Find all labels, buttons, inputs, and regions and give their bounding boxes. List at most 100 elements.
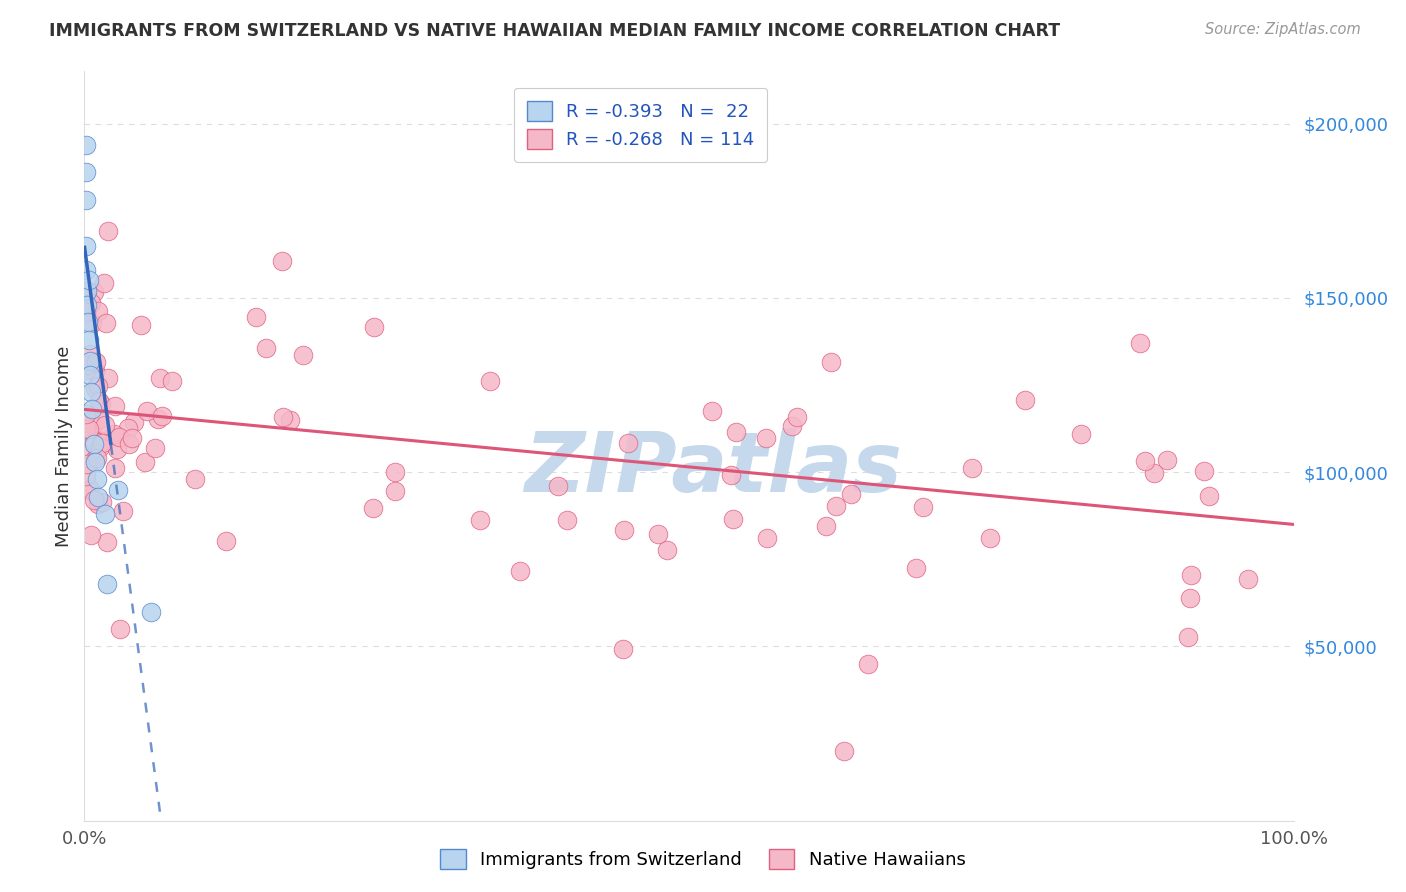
Point <box>75 469 97 483</box>
Point <box>76 298 98 312</box>
Point <box>91 436 114 450</box>
Point <box>1177 630 1199 644</box>
Point <box>363 320 385 334</box>
Point <box>75 286 97 301</box>
Text: IMMIGRANTS FROM SWITZERLAND VS NATIVE HAWAIIAN MEDIAN FAMILY INCOME CORRELATION : IMMIGRANTS FROM SWITZERLAND VS NATIVE HA… <box>49 22 1060 40</box>
Point <box>75 446 97 460</box>
Point <box>91 494 114 508</box>
Point <box>84 451 107 466</box>
Point <box>1129 336 1152 351</box>
Legend: R = -0.393   N =  22, R = -0.268   N = 114: R = -0.393 N = 22, R = -0.268 N = 114 <box>515 88 768 162</box>
Point <box>83 493 105 508</box>
Point <box>509 565 531 579</box>
Point <box>79 368 101 382</box>
Point <box>82 402 104 417</box>
Point <box>150 409 173 424</box>
Point <box>292 348 315 362</box>
Point <box>75 363 97 377</box>
Point <box>121 431 143 445</box>
Point <box>108 430 131 444</box>
Point <box>77 273 100 287</box>
Point <box>904 561 927 575</box>
Point <box>80 296 103 310</box>
Point <box>80 384 103 399</box>
Point <box>832 744 855 758</box>
Point <box>184 472 207 486</box>
Point <box>148 412 170 426</box>
Point <box>755 431 778 445</box>
Point <box>254 341 277 355</box>
Point <box>1194 464 1216 478</box>
Point <box>143 442 166 456</box>
Point <box>91 434 114 448</box>
Point <box>612 523 634 537</box>
Legend: Immigrants from Switzerland, Native Hawaiians: Immigrants from Switzerland, Native Hawa… <box>432 839 974 879</box>
Point <box>80 316 103 330</box>
Point <box>979 531 1001 545</box>
Point <box>89 440 111 454</box>
Point <box>111 504 134 518</box>
Point <box>77 483 100 497</box>
Point <box>82 417 104 432</box>
Point <box>780 419 803 434</box>
Point <box>1180 591 1202 605</box>
Point <box>87 497 110 511</box>
Point <box>858 657 880 671</box>
Point <box>756 531 779 545</box>
Point <box>478 375 501 389</box>
Point <box>384 483 406 498</box>
Point <box>122 416 145 430</box>
Point <box>83 437 105 451</box>
Point <box>104 460 127 475</box>
Point <box>104 399 127 413</box>
Point <box>1070 426 1092 441</box>
Point <box>612 641 634 656</box>
Point <box>245 310 267 325</box>
Point <box>271 410 294 425</box>
Point <box>87 378 110 392</box>
Point <box>107 483 129 497</box>
Point <box>647 527 669 541</box>
Point <box>149 371 172 385</box>
Point <box>89 393 111 408</box>
Point <box>1237 572 1260 586</box>
Point <box>76 457 98 471</box>
Point <box>160 374 183 388</box>
Point <box>94 316 117 330</box>
Point <box>547 479 569 493</box>
Point <box>75 165 97 179</box>
Point <box>1156 453 1178 467</box>
Point <box>270 254 292 268</box>
Point <box>384 465 406 479</box>
Point <box>76 358 98 372</box>
Point <box>139 605 162 619</box>
Point <box>84 455 107 469</box>
Text: Source: ZipAtlas.com: Source: ZipAtlas.com <box>1205 22 1361 37</box>
Point <box>86 472 108 486</box>
Point <box>700 403 723 417</box>
Point <box>93 277 115 291</box>
Point <box>75 305 97 319</box>
Point <box>79 333 101 347</box>
Point <box>786 409 808 424</box>
Point <box>84 364 107 378</box>
Point <box>725 425 748 439</box>
Point <box>75 194 97 208</box>
Point <box>470 513 492 527</box>
Point <box>79 346 101 360</box>
Point <box>76 417 98 431</box>
Point <box>655 543 678 558</box>
Point <box>361 500 384 515</box>
Point <box>79 483 101 497</box>
Point <box>960 461 983 475</box>
Point <box>215 534 238 549</box>
Point <box>86 355 108 369</box>
Point <box>84 382 107 396</box>
Point <box>97 224 120 238</box>
Point <box>75 263 97 277</box>
Point <box>1135 454 1157 468</box>
Point <box>117 421 139 435</box>
Point <box>617 436 640 450</box>
Point <box>83 434 105 449</box>
Point <box>87 490 110 504</box>
